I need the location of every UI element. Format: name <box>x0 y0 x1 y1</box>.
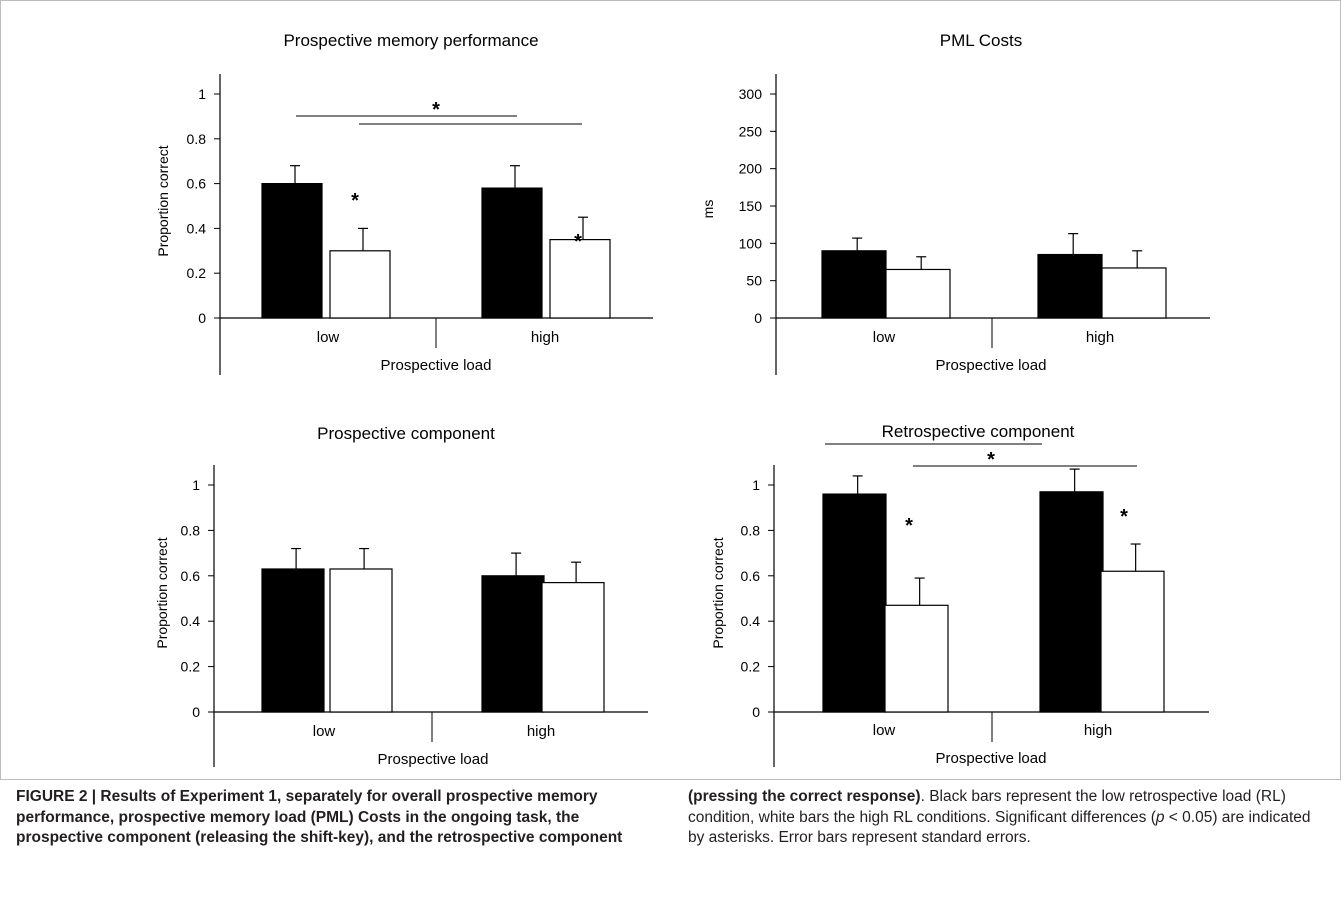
y-tick-label: 0.4 <box>187 220 207 236</box>
bar-white-low <box>885 268 951 319</box>
caption-right-bold: (pressing the correct response) <box>688 788 921 805</box>
x-tick-label: high <box>527 723 555 740</box>
y-tick-label: 250 <box>739 123 763 139</box>
x-axis-label: Prospective load <box>936 750 1047 767</box>
x-axis-label: Prospective load <box>381 357 492 374</box>
bar-white-high <box>549 239 611 319</box>
bar-black-low <box>821 250 887 319</box>
significance-asterisk: * <box>432 99 440 121</box>
chart-prospective-component: Prospective component 0 0.2 0.4 0.6 0.8 1 Propo… <box>154 424 648 768</box>
y-tick-label: 0 <box>198 310 206 326</box>
chart-title: Prospective component <box>317 424 495 443</box>
caption-p-symbol: p <box>1155 808 1165 826</box>
y-axis-label: Proportion correct <box>155 145 171 256</box>
caption-left-text: FIGURE 2 | Results of Experiment 1, sepa… <box>16 788 623 846</box>
y-tick-label: 1 <box>192 477 200 493</box>
y-tick-label: 300 <box>739 86 763 102</box>
significance-asterisk: * <box>905 515 913 537</box>
chart-title: Prospective memory performance <box>283 31 538 50</box>
y-tick-label: 0.6 <box>741 568 761 584</box>
bar-white-high <box>1100 570 1165 713</box>
x-tick-label: high <box>1086 329 1114 346</box>
x-tick-label: low <box>873 329 896 346</box>
y-axis-label: ms <box>700 200 716 219</box>
x-axis-label: Prospective load <box>936 357 1047 374</box>
bar-black-high <box>1039 491 1104 713</box>
y-tick-label: 0.4 <box>741 613 761 629</box>
y-tick-label: 0.8 <box>181 522 201 538</box>
y-axis-label: Proportion correct <box>710 537 726 648</box>
y-tick-label: 0.8 <box>741 522 761 538</box>
y-tick-label: 0.2 <box>187 265 207 281</box>
chart-pml-costs: PML Costs 0 50 100 150 200 250 300 ms low high Pros… <box>700 31 1210 375</box>
y-tick-label: 0 <box>192 704 200 720</box>
chart-title: Retrospective component <box>882 422 1075 441</box>
caption-right-text-a: . Black bars represent the low retrospec… <box>688 788 1286 826</box>
y-tick-label: 0.2 <box>181 659 201 675</box>
y-tick-label: 0.2 <box>741 659 761 675</box>
bar-white-low <box>329 568 393 713</box>
y-tick-label: 0.4 <box>181 613 201 629</box>
bar-black-low <box>261 568 325 713</box>
x-tick-label: low <box>873 722 896 739</box>
y-tick-label: 0 <box>752 704 760 720</box>
x-tick-label: low <box>313 723 336 740</box>
bar-black-high <box>481 187 543 319</box>
significance-asterisk: * <box>351 190 359 212</box>
bar-black-low <box>822 493 887 713</box>
chart-retrospective-component: Retrospective component 0 0.2 0.4 0.6 0.8 1 Pro… <box>710 422 1209 767</box>
bar-white-high <box>541 582 605 713</box>
x-tick-label: high <box>1084 722 1112 739</box>
y-tick-label: 1 <box>752 477 760 493</box>
bar-black-low <box>261 183 323 319</box>
x-tick-label: low <box>317 329 340 346</box>
y-tick-label: 150 <box>739 198 763 214</box>
figure-caption-left: FIGURE 2 | Results of Experiment 1, sepa… <box>16 787 661 849</box>
significance-asterisk: * <box>574 231 582 253</box>
y-tick-label: 50 <box>746 273 762 289</box>
y-tick-label: 0.8 <box>187 131 207 147</box>
bar-white-low <box>329 250 391 319</box>
y-tick-label: 0.6 <box>187 176 207 192</box>
chart-title: PML Costs <box>940 31 1023 50</box>
bar-white-high <box>1101 267 1167 319</box>
y-tick-label: 200 <box>739 161 763 177</box>
chart-prospective-memory-performance: Prospective memory performance 0 0.2 0.4 0.6… <box>155 31 653 375</box>
caption-right-text-b: < 0.05) are indicated by asterisks. Erro… <box>688 808 1311 847</box>
y-tick-label: 0 <box>754 310 762 326</box>
y-tick-label: 0.6 <box>181 568 201 584</box>
bar-black-high <box>481 575 545 713</box>
y-axis-label: Proportion correct <box>154 537 170 648</box>
bar-white-low <box>884 604 949 713</box>
y-tick-label: 1 <box>198 86 206 102</box>
bar-black-high <box>1037 253 1103 319</box>
figure-panel: Prospective memory performance 0 0.2 0.4 0.6… <box>0 0 1341 780</box>
x-axis-label: Prospective load <box>378 751 489 768</box>
significance-asterisk: * <box>1120 506 1128 528</box>
y-tick-label: 100 <box>739 235 763 251</box>
figure-caption-right: (pressing the correct response). Black b… <box>688 787 1313 849</box>
significance-asterisk: * <box>987 449 995 471</box>
x-tick-label: high <box>531 329 559 346</box>
